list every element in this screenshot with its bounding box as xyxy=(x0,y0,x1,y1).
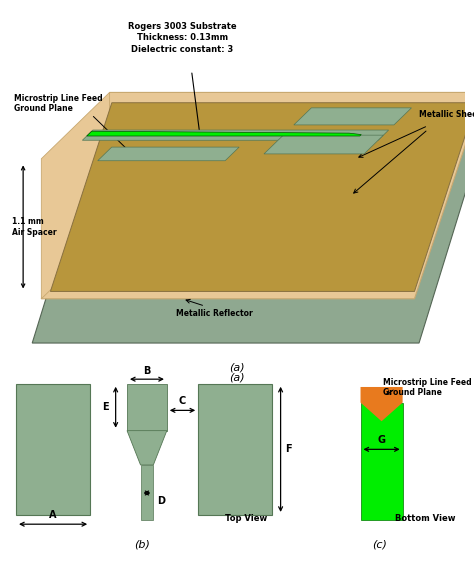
Text: (a): (a) xyxy=(229,362,245,373)
Text: D: D xyxy=(157,496,165,506)
Text: Rogers 3003 Substrate
Thickness: 0.13mm
Dielectric constant: 3: Rogers 3003 Substrate Thickness: 0.13mm … xyxy=(128,23,237,54)
Text: G: G xyxy=(378,435,385,445)
Polygon shape xyxy=(264,135,383,154)
Polygon shape xyxy=(32,122,474,343)
Polygon shape xyxy=(50,103,474,291)
Text: E: E xyxy=(102,402,109,412)
Polygon shape xyxy=(87,131,361,136)
Text: Metallic Reflector: Metallic Reflector xyxy=(176,309,253,318)
Polygon shape xyxy=(82,130,389,140)
Polygon shape xyxy=(98,147,239,160)
Text: A: A xyxy=(49,510,57,521)
Text: (b): (b) xyxy=(134,539,150,549)
Bar xyxy=(16,384,90,515)
Text: (a): (a) xyxy=(229,372,245,382)
Text: Microstrip Line Feed
Ground Plane: Microstrip Line Feed Ground Plane xyxy=(383,378,472,397)
Text: (c): (c) xyxy=(372,539,387,549)
Text: Microstrip Line Feed
Ground Plane: Microstrip Line Feed Ground Plane xyxy=(14,94,103,113)
Text: Top View: Top View xyxy=(225,514,268,523)
Text: 1.1 mm
Air Spacer: 1.1 mm Air Spacer xyxy=(12,217,56,236)
Polygon shape xyxy=(127,431,167,465)
Text: B: B xyxy=(143,366,151,376)
Polygon shape xyxy=(361,387,402,421)
Bar xyxy=(127,384,167,431)
Text: Metallic Sheets: Metallic Sheets xyxy=(419,110,474,119)
Text: C: C xyxy=(179,396,186,407)
Bar xyxy=(361,403,402,519)
Polygon shape xyxy=(294,108,411,125)
Text: F: F xyxy=(285,445,292,454)
Bar xyxy=(198,384,272,515)
Text: Bottom View: Bottom View xyxy=(395,514,456,523)
Bar xyxy=(140,465,153,519)
Polygon shape xyxy=(41,92,109,299)
Polygon shape xyxy=(41,92,474,299)
